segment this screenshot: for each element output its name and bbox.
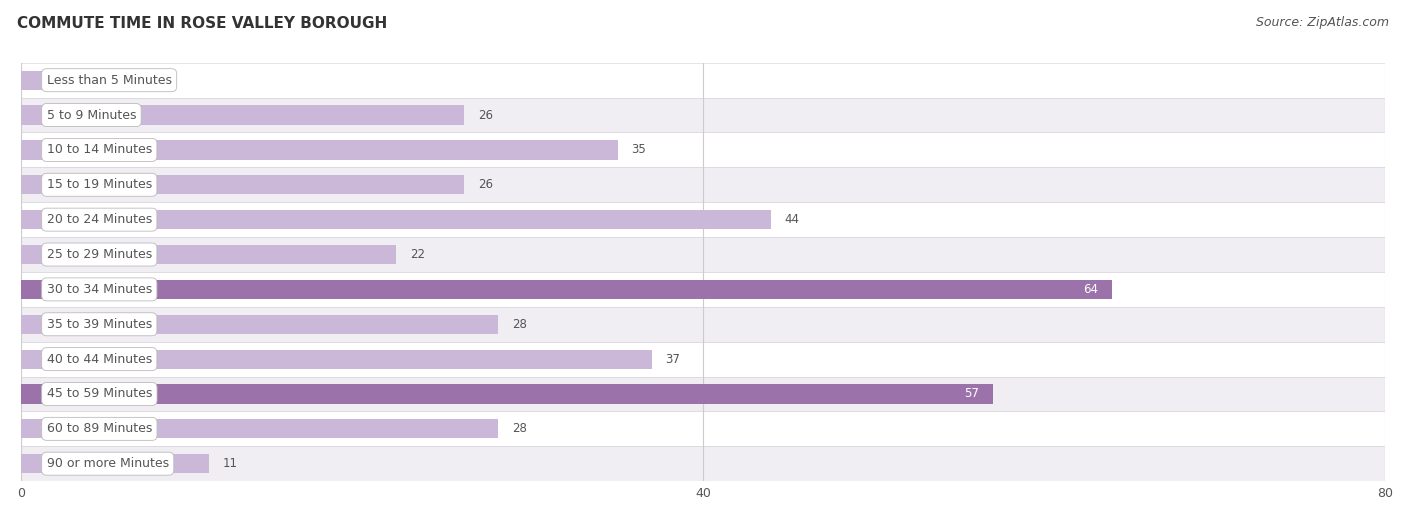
Text: 10 to 14 Minutes: 10 to 14 Minutes — [46, 143, 152, 156]
Text: 15 to 19 Minutes: 15 to 19 Minutes — [46, 178, 152, 191]
Bar — [21, 245, 396, 264]
Text: COMMUTE TIME IN ROSE VALLEY BOROUGH: COMMUTE TIME IN ROSE VALLEY BOROUGH — [17, 16, 387, 31]
Bar — [21, 419, 499, 438]
Bar — [21, 446, 1385, 481]
Text: 44: 44 — [785, 213, 800, 226]
Text: 64: 64 — [1084, 283, 1098, 296]
Bar — [21, 140, 617, 160]
Text: 20 to 24 Minutes: 20 to 24 Minutes — [46, 213, 152, 226]
Text: 90 or more Minutes: 90 or more Minutes — [46, 457, 169, 470]
Text: 40 to 44 Minutes: 40 to 44 Minutes — [46, 353, 152, 366]
Text: 35 to 39 Minutes: 35 to 39 Minutes — [46, 318, 152, 331]
Bar — [21, 342, 1385, 377]
Bar — [21, 167, 1385, 202]
Bar — [21, 63, 1385, 98]
Bar — [21, 349, 652, 369]
Text: 60 to 89 Minutes: 60 to 89 Minutes — [46, 423, 152, 435]
Text: 22: 22 — [409, 248, 425, 261]
Bar — [21, 454, 208, 473]
Bar — [21, 237, 1385, 272]
Text: 25 to 29 Minutes: 25 to 29 Minutes — [46, 248, 152, 261]
Bar — [21, 307, 1385, 342]
Bar — [21, 202, 1385, 237]
Bar — [21, 175, 464, 195]
Bar — [21, 384, 993, 404]
Bar — [21, 412, 1385, 446]
Text: 11: 11 — [222, 457, 238, 470]
Text: Less than 5 Minutes: Less than 5 Minutes — [46, 74, 172, 87]
Bar — [21, 210, 772, 229]
Text: 45 to 59 Minutes: 45 to 59 Minutes — [46, 388, 152, 401]
Text: 5 to 9 Minutes: 5 to 9 Minutes — [46, 109, 136, 121]
Bar — [21, 272, 1385, 307]
Text: 26: 26 — [478, 109, 494, 121]
Bar — [21, 132, 1385, 167]
Bar — [21, 280, 1112, 299]
Text: 57: 57 — [965, 388, 979, 401]
Bar — [21, 71, 124, 90]
Text: 28: 28 — [512, 423, 527, 435]
Text: 28: 28 — [512, 318, 527, 331]
Text: 35: 35 — [631, 143, 647, 156]
Text: Source: ZipAtlas.com: Source: ZipAtlas.com — [1256, 16, 1389, 29]
Text: 6: 6 — [136, 74, 145, 87]
Bar — [21, 315, 499, 334]
Text: 37: 37 — [665, 353, 681, 366]
Bar — [21, 98, 1385, 132]
Bar — [21, 377, 1385, 412]
Bar — [21, 106, 464, 124]
Text: 30 to 34 Minutes: 30 to 34 Minutes — [46, 283, 152, 296]
Text: 26: 26 — [478, 178, 494, 191]
